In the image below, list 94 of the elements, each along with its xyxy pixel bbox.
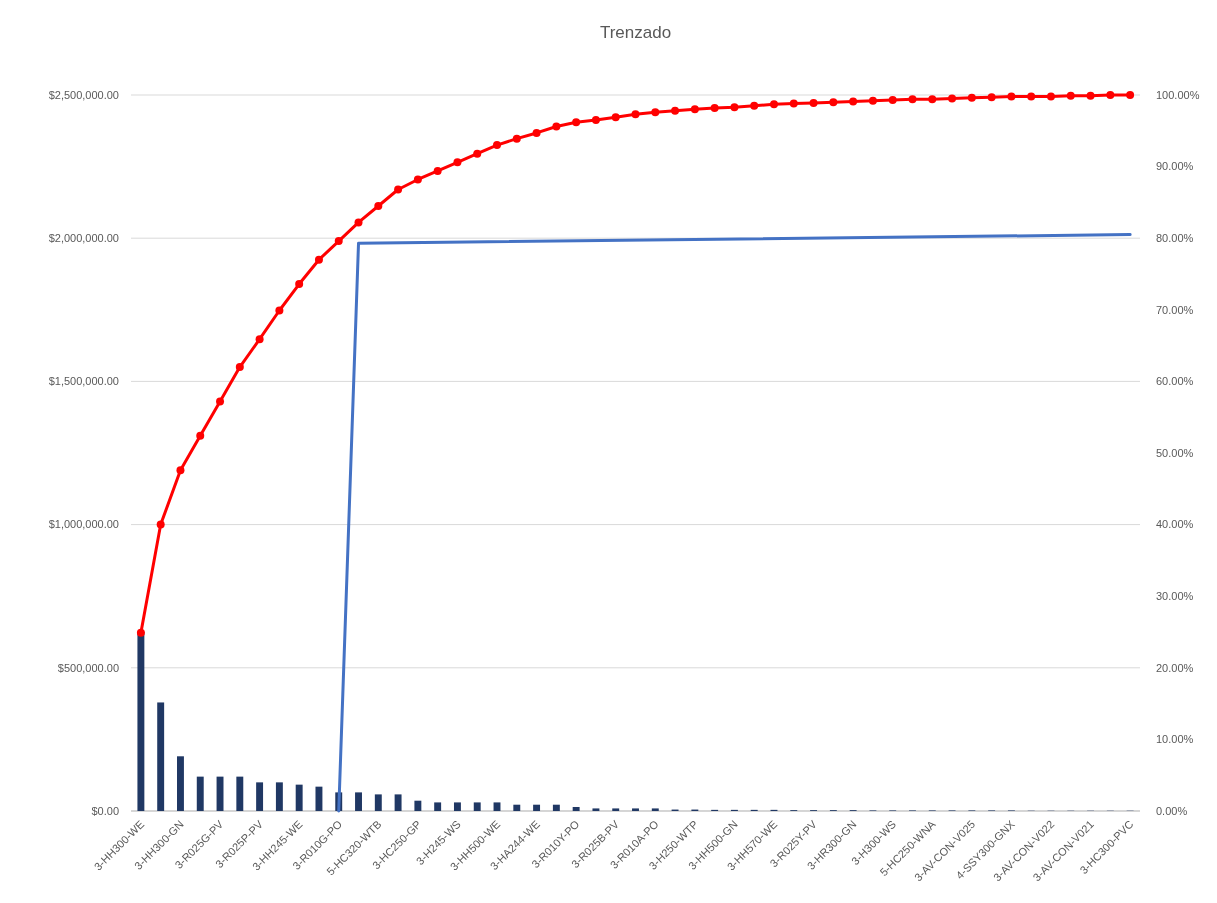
y2-tick-label: 30.00%	[1156, 590, 1194, 603]
bar	[434, 802, 442, 811]
bar	[513, 804, 521, 811]
point	[216, 397, 225, 406]
point	[235, 363, 244, 372]
point	[888, 96, 897, 105]
y-tick-label: $2,500,000.00	[48, 88, 119, 101]
point	[136, 628, 145, 637]
point	[908, 95, 917, 104]
point	[394, 185, 403, 194]
point	[255, 335, 264, 344]
bar	[295, 784, 303, 811]
bar	[592, 808, 600, 811]
point	[710, 103, 719, 112]
bar	[493, 802, 501, 811]
point	[1086, 91, 1095, 100]
point	[176, 466, 185, 475]
bar	[196, 776, 204, 811]
point	[374, 201, 383, 210]
point	[354, 218, 363, 227]
bar	[414, 800, 422, 811]
point	[572, 118, 581, 127]
y2-tick-label: 20.00%	[1156, 661, 1194, 674]
point	[987, 93, 996, 102]
point	[453, 158, 462, 167]
bar	[651, 808, 659, 811]
bar	[612, 808, 620, 811]
bar	[374, 794, 382, 811]
point	[591, 116, 600, 125]
chart-title: Trenzado	[599, 23, 672, 42]
point	[275, 306, 284, 315]
y2-tick-label: 100.00%	[1156, 88, 1200, 101]
point	[413, 175, 422, 184]
bar	[394, 794, 402, 811]
point	[1027, 92, 1036, 101]
point	[1007, 92, 1016, 101]
bar	[177, 756, 184, 811]
bar	[256, 782, 264, 811]
bar	[552, 804, 560, 811]
bar	[533, 804, 541, 811]
point	[789, 99, 798, 108]
y-tick-label: $0.00	[91, 804, 119, 817]
point	[295, 280, 304, 289]
point	[532, 128, 541, 137]
point	[1106, 91, 1115, 99]
point	[611, 113, 620, 122]
bar	[572, 806, 580, 811]
bar	[275, 782, 283, 811]
point	[769, 100, 778, 109]
y2-tick-label: 60.00%	[1156, 375, 1194, 388]
point	[967, 93, 976, 102]
point	[809, 98, 818, 107]
y2-tick-label: 50.00%	[1156, 446, 1194, 459]
bar	[236, 776, 244, 811]
y2-tick-label: 0.00%	[1156, 804, 1188, 817]
bar	[632, 808, 639, 811]
bar	[137, 632, 145, 811]
point	[156, 520, 165, 529]
y-tick-label: $1,500,000.00	[48, 375, 119, 388]
point	[1046, 92, 1055, 101]
y2-tick-label: 80.00%	[1156, 232, 1194, 245]
point	[493, 141, 502, 150]
point	[651, 108, 660, 117]
point	[948, 94, 957, 103]
point	[552, 122, 561, 131]
y-tick-label: $2,000,000.00	[48, 232, 119, 245]
point	[512, 134, 521, 143]
y-tick-label: $500,000.00	[57, 661, 119, 674]
point	[631, 110, 640, 119]
point	[829, 98, 838, 107]
point	[671, 106, 680, 115]
y2-tick-label: 70.00%	[1156, 303, 1194, 316]
point	[1126, 91, 1135, 99]
bar	[473, 802, 481, 811]
point	[928, 95, 937, 104]
y2-tick-label: 90.00%	[1156, 160, 1194, 173]
point	[334, 237, 343, 246]
y2-tick-label: 10.00%	[1156, 733, 1194, 746]
y-tick-label: $1,000,000.00	[48, 518, 119, 531]
point	[473, 149, 482, 158]
bar	[315, 786, 323, 811]
bar	[157, 702, 165, 811]
point	[1066, 91, 1075, 100]
point	[196, 431, 205, 440]
point	[314, 255, 323, 264]
bar	[355, 792, 362, 811]
point	[730, 103, 739, 112]
point	[750, 101, 759, 110]
point	[690, 105, 699, 114]
bar	[453, 802, 461, 811]
point	[433, 166, 442, 175]
y2-tick-label: 40.00%	[1156, 518, 1194, 531]
point	[868, 96, 877, 105]
point	[849, 97, 858, 106]
